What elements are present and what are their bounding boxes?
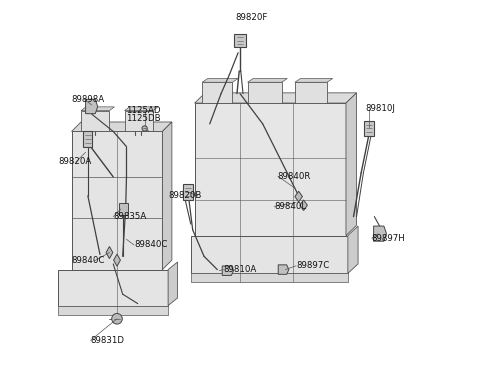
Polygon shape <box>119 204 128 215</box>
Polygon shape <box>194 93 357 103</box>
Polygon shape <box>85 99 98 114</box>
Polygon shape <box>168 262 178 306</box>
Text: 1125DB: 1125DB <box>126 114 160 123</box>
Text: 89835A: 89835A <box>113 212 146 221</box>
Polygon shape <box>278 265 289 274</box>
Polygon shape <box>84 131 93 147</box>
Text: 1125AD: 1125AD <box>126 106 160 115</box>
Polygon shape <box>59 270 168 306</box>
Text: 89810A: 89810A <box>223 265 257 274</box>
Text: 89840L: 89840L <box>274 202 306 211</box>
Polygon shape <box>295 82 327 103</box>
Polygon shape <box>295 191 302 202</box>
Polygon shape <box>300 200 307 210</box>
Polygon shape <box>202 78 238 82</box>
Polygon shape <box>248 82 282 103</box>
Text: 89820B: 89820B <box>168 191 202 200</box>
Polygon shape <box>191 235 348 273</box>
Polygon shape <box>81 111 109 131</box>
Polygon shape <box>114 254 120 266</box>
Polygon shape <box>295 78 333 82</box>
Text: 89840R: 89840R <box>278 172 311 180</box>
Polygon shape <box>72 131 162 270</box>
Polygon shape <box>234 34 246 47</box>
Text: 89840C: 89840C <box>72 257 105 265</box>
Polygon shape <box>125 111 153 131</box>
Text: 89820F: 89820F <box>236 13 268 22</box>
Text: 89897H: 89897H <box>372 234 406 243</box>
Polygon shape <box>364 121 373 136</box>
Polygon shape <box>59 306 168 315</box>
Polygon shape <box>162 122 172 270</box>
Polygon shape <box>191 273 348 282</box>
Text: 89897C: 89897C <box>296 261 329 270</box>
Circle shape <box>112 313 122 324</box>
Polygon shape <box>202 82 232 103</box>
Polygon shape <box>183 184 192 200</box>
Polygon shape <box>348 226 358 273</box>
Polygon shape <box>194 103 346 235</box>
Polygon shape <box>125 107 158 111</box>
Text: 89820A: 89820A <box>59 157 92 166</box>
Polygon shape <box>373 226 386 241</box>
Circle shape <box>142 126 147 131</box>
Polygon shape <box>106 247 113 258</box>
Polygon shape <box>248 78 288 82</box>
Polygon shape <box>222 266 234 275</box>
Text: 89810J: 89810J <box>365 104 395 113</box>
Polygon shape <box>346 93 357 235</box>
Text: 89840C: 89840C <box>134 240 168 250</box>
Text: 89831D: 89831D <box>91 336 124 345</box>
Polygon shape <box>72 122 172 131</box>
Text: 89898A: 89898A <box>72 95 105 104</box>
Polygon shape <box>81 107 114 111</box>
